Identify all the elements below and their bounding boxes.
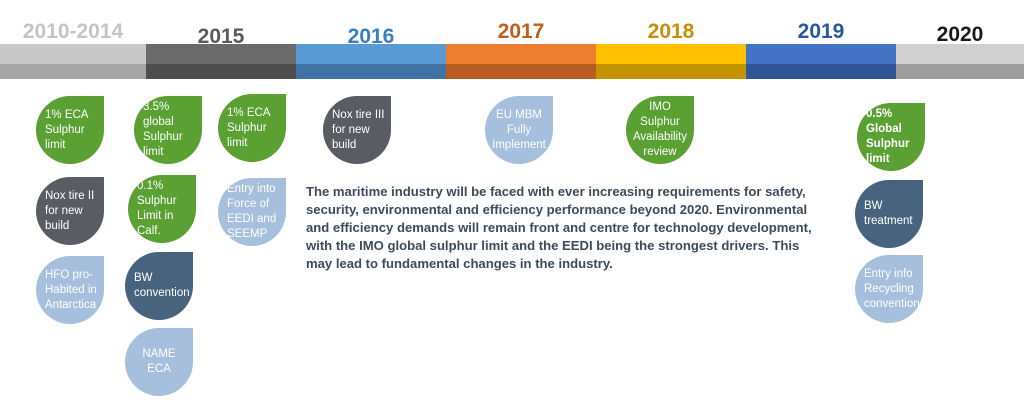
milestone-label: BW treatment — [864, 200, 913, 227]
milestone-0-1pct-sulphur-calf: 0.1% Sulphur Limit in Calf. — [128, 175, 196, 243]
milestone-nox-tier-ii: Nox tire II for new build — [36, 177, 104, 245]
timeline-base-2018 — [596, 64, 746, 79]
milestone-label: Nox tire II for new build — [45, 189, 95, 232]
timeline-segment-2016 — [296, 44, 446, 64]
year-label-2020: 2020 — [936, 23, 984, 46]
milestone-nox-tier-iii: Nox tire III for new build — [323, 96, 391, 164]
milestone-label: Nox tire III for new build — [332, 108, 385, 151]
timeline-segment-2020 — [896, 44, 1024, 64]
milestone-label: HFO pro-Habited in Antarctica — [45, 268, 97, 311]
milestone-3-5pct-global-sulphur: 3.5% global Sulphur limit — [134, 96, 202, 164]
timeline-segment-2010-2014 — [0, 44, 146, 64]
milestone-bw-treatment: BW treatment — [855, 180, 923, 248]
milestone-eedi-seemp: Entry into Force of EEDI and SEEMP — [218, 178, 286, 246]
year-label-2010-2014: 2010-2014 — [22, 20, 124, 43]
year-label-2019: 2019 — [797, 20, 845, 43]
timeline-base-2017 — [446, 64, 596, 79]
timeline-segment-2015 — [146, 44, 296, 64]
timeline-base-2020 — [896, 64, 1024, 79]
timeline-segment-2018 — [596, 44, 746, 64]
year-label-2015: 2015 — [197, 25, 245, 48]
timeline-segment-2019 — [746, 44, 896, 64]
milestone-recycling-convention: Entry info Recycling convention — [855, 255, 923, 323]
milestone-hfo-antarctica: HFO pro-Habited in Antarctica — [36, 256, 104, 324]
milestone-label: 0.1% Sulphur Limit in Calf. — [137, 180, 177, 237]
milestone-label: Entry info Recycling convention — [864, 267, 920, 310]
milestone-label: 1% ECA Sulphur limit — [45, 108, 88, 151]
milestone-bw-convention: BW convention — [125, 252, 193, 320]
timeline-base-2019 — [746, 64, 896, 79]
timeline-base-2016 — [296, 64, 446, 79]
milestone-name-eca: NAME ECA — [125, 328, 193, 396]
milestone-0-5pct-global-sulphur: 0.5% Global Sulphur limit — [857, 103, 925, 171]
year-label-2016: 2016 — [347, 25, 395, 48]
year-label-2017: 2017 — [497, 20, 545, 43]
milestone-label: 0.5% Global Sulphur limit — [866, 108, 910, 165]
milestone-1pct-eca-sulphur-2015: 1% ECA Sulphur limit — [218, 94, 286, 162]
milestone-label: NAME ECA — [142, 348, 176, 375]
milestone-eu-mbm: EU MBM Fully Implement — [485, 96, 553, 164]
milestone-label: 3.5% global Sulphur limit — [143, 101, 183, 158]
milestone-label: Entry into Force of EEDI and SEEMP — [227, 183, 277, 240]
milestone-label: EU MBM Fully Implement — [492, 108, 546, 151]
milestone-label: IMO Sulphur Availability review — [632, 101, 688, 158]
milestone-imo-sulphur-review: IMO Sulphur Availability review — [626, 96, 694, 164]
timeline-segment-2017 — [446, 44, 596, 64]
milestone-label: 1% ECA Sulphur limit — [227, 106, 270, 149]
timeline-base-2015 — [146, 64, 296, 79]
milestone-label: BW convention — [134, 272, 190, 299]
milestone-1pct-eca-sulphur-2010: 1% ECA Sulphur limit — [36, 96, 104, 164]
year-label-2018: 2018 — [647, 20, 695, 43]
description-text: The maritime industry will be faced with… — [306, 184, 812, 271]
timeline-base-2010-2014 — [0, 64, 146, 79]
